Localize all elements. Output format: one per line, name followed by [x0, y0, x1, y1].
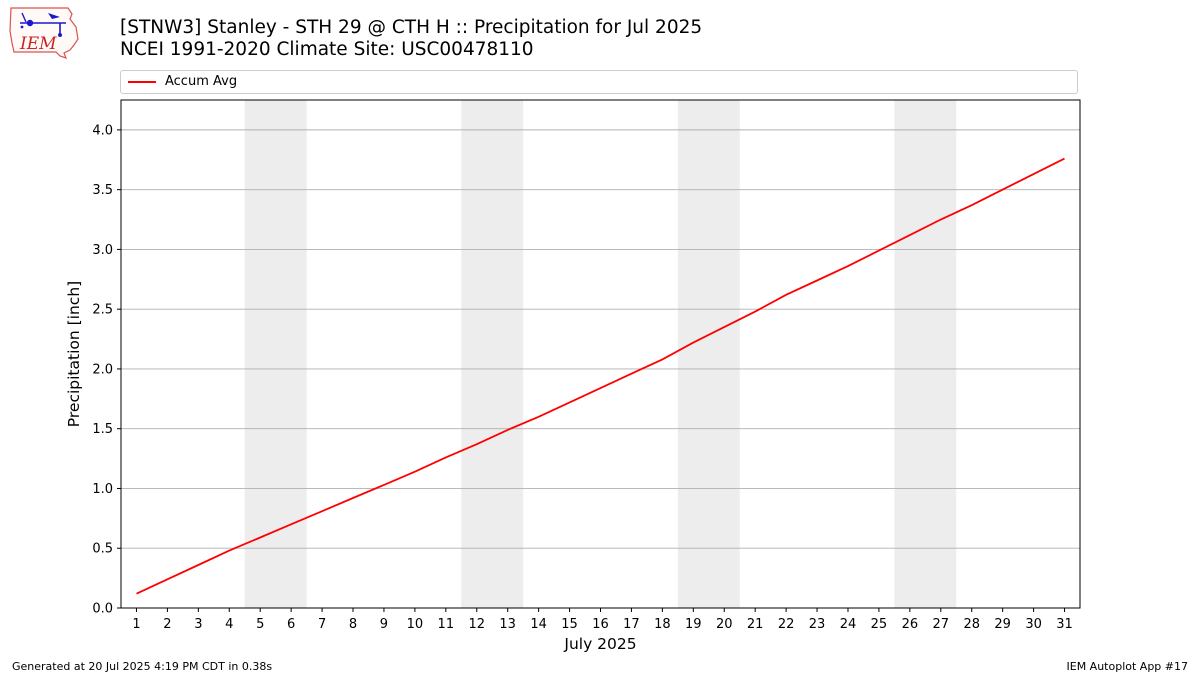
- y-tick-label: 0.5: [92, 542, 113, 557]
- x-tick-label: 31: [1056, 617, 1073, 632]
- logo-text: IEM: [19, 34, 57, 54]
- x-tick-label: 20: [716, 617, 733, 632]
- x-tick-label: 24: [840, 617, 857, 632]
- x-axis-label: July 2025: [563, 635, 636, 653]
- y-tick-label: 3.0: [92, 243, 113, 258]
- weekend-band: [244, 100, 307, 608]
- x-tick-label: 23: [809, 617, 826, 632]
- x-tick-label: 22: [778, 617, 795, 632]
- legend: Accum Avg: [120, 70, 1078, 94]
- legend-label: Accum Avg: [165, 74, 238, 89]
- x-tick-label: 9: [380, 617, 388, 632]
- x-tick-label: 10: [407, 617, 424, 632]
- x-tick-label: 16: [592, 617, 609, 632]
- x-tick-label: 30: [1025, 617, 1042, 632]
- app-credit: IEM Autoplot App #17: [1066, 660, 1189, 673]
- y-tick-label: 3.5: [92, 183, 113, 198]
- y-tick-label: 2.0: [92, 362, 113, 377]
- y-tick-label: 4.0: [92, 123, 113, 138]
- x-tick-label: 7: [318, 617, 326, 632]
- chart-title: [STNW3] Stanley - STH 29 @ CTH H :: Prec…: [120, 17, 703, 38]
- x-tick-label: 21: [747, 617, 764, 632]
- y-axis-label: Precipitation [inch]: [65, 281, 83, 427]
- y-tick-label: 0.0: [92, 602, 113, 617]
- x-tick-label: 3: [194, 617, 202, 632]
- x-tick-label: 5: [256, 617, 264, 632]
- x-tick-label: 6: [287, 617, 295, 632]
- x-tick-label: 1: [132, 617, 140, 632]
- x-tick-label: 27: [933, 617, 950, 632]
- weekend-band: [894, 100, 957, 608]
- x-tick-label: 19: [685, 617, 702, 632]
- x-tick-label: 28: [963, 617, 980, 632]
- iem-logo: IEM: [9, 7, 79, 59]
- series-line-accum-avg: [136, 157, 1065, 595]
- generated-timestamp: Generated at 20 Jul 2025 4:19 PM CDT in …: [12, 660, 273, 673]
- y-tick-label: 1.0: [92, 482, 113, 497]
- weekend-band: [677, 100, 740, 608]
- x-tick-label: 26: [902, 617, 919, 632]
- x-tick-label: 25: [871, 617, 888, 632]
- x-tick-label: 17: [623, 617, 640, 632]
- x-tick-label: 12: [468, 617, 485, 632]
- x-tick-label: 2: [163, 617, 171, 632]
- x-tick-label: 29: [994, 617, 1011, 632]
- chart-subtitle: NCEI 1991-2020 Climate Site: USC00478110: [120, 39, 534, 60]
- x-tick-label: 14: [530, 617, 547, 632]
- y-tick-label: 2.5: [92, 303, 113, 318]
- weekend-band: [461, 100, 524, 608]
- x-tick-label: 13: [499, 617, 516, 632]
- x-tick-label: 4: [225, 617, 233, 632]
- x-tick-label: 8: [349, 617, 357, 632]
- x-tick-label: 11: [438, 617, 455, 632]
- x-tick-label: 15: [561, 617, 578, 632]
- y-tick-label: 1.5: [92, 422, 113, 437]
- x-tick-label: 18: [654, 617, 671, 632]
- legend-swatch: [128, 81, 156, 83]
